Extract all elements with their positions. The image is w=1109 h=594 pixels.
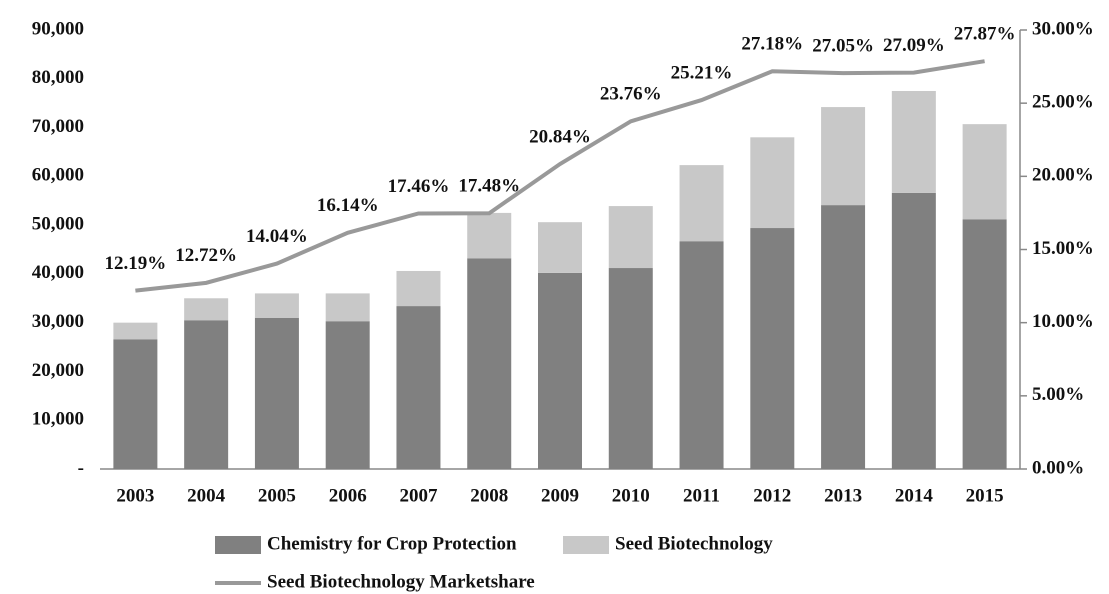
bar	[821, 205, 866, 469]
x-tick-label: 2009	[541, 485, 579, 506]
bar	[254, 317, 299, 469]
x-tick-label: 2014	[895, 485, 934, 506]
data-label: 14.04%	[246, 226, 308, 247]
data-label: 12.19%	[105, 253, 167, 274]
y-tick-label: 80,000	[32, 67, 84, 88]
x-tick-label: 2006	[329, 485, 367, 506]
y-tick-label: 10,000	[32, 409, 84, 430]
legend-label: Chemistry for Crop Protection	[267, 533, 517, 554]
y2-tick-label: 15.00%	[1032, 238, 1094, 259]
data-label: 27.05%	[812, 36, 874, 57]
x-tick-label: 2005	[258, 485, 296, 506]
legend-label: Seed Biotechnology	[615, 533, 773, 554]
data-label: 27.09%	[883, 35, 945, 56]
data-label: 20.84%	[529, 126, 591, 147]
y-tick-label: 50,000	[32, 213, 84, 234]
data-label: 25.21%	[671, 62, 733, 83]
data-label: 17.46%	[388, 176, 450, 197]
bar	[184, 298, 229, 321]
bar	[891, 192, 936, 469]
x-tick-label: 2003	[116, 485, 154, 506]
y-tick-label: 30,000	[32, 311, 84, 332]
x-tick-label: 2013	[824, 485, 862, 506]
data-label: 17.48%	[458, 176, 520, 197]
bar	[113, 322, 158, 340]
legend-label: Seed Biotechnology Marketshare	[267, 571, 535, 592]
y-tick-label: 40,000	[32, 262, 84, 283]
x-tick-label: 2008	[470, 485, 508, 506]
y-tick-label: 70,000	[32, 116, 84, 137]
bar	[396, 270, 441, 307]
x-tick-label: 2004	[187, 485, 226, 506]
y2-tick-label: 20.00%	[1032, 165, 1094, 186]
data-label: 23.76%	[600, 84, 662, 105]
bar	[467, 258, 512, 469]
bar	[750, 228, 795, 469]
bar	[538, 272, 582, 469]
line	[135, 59, 985, 293]
x-tick-label: 2012	[753, 485, 791, 506]
bar	[821, 107, 866, 206]
bar	[679, 165, 724, 242]
bar	[184, 320, 229, 469]
bar	[962, 219, 1007, 469]
x-tick-label: 2015	[966, 485, 1004, 506]
data-label: 27.18%	[741, 34, 803, 55]
y2-tick-label: 5.00%	[1032, 384, 1084, 405]
bar	[891, 90, 936, 193]
y-tick-label: 20,000	[32, 360, 84, 381]
bar	[396, 306, 441, 469]
y2-tick-label: 25.00%	[1032, 92, 1094, 113]
bar	[538, 222, 582, 273]
bar	[750, 137, 795, 229]
data-label: 12.72%	[175, 245, 237, 266]
y-tick-label: 60,000	[32, 165, 84, 186]
legend-swatch	[215, 536, 261, 554]
data-label: 27.87%	[954, 24, 1016, 45]
y2-tick-label: 30.00%	[1032, 18, 1094, 39]
bar	[113, 339, 158, 469]
bar	[467, 212, 512, 259]
bar	[325, 293, 370, 322]
bar	[962, 124, 1007, 220]
y-tick-label: 90,000	[32, 18, 84, 39]
bar	[254, 293, 299, 318]
x-tick-label: 2010	[612, 485, 650, 506]
bar	[608, 268, 653, 469]
legend-swatch	[563, 536, 609, 554]
bar	[679, 241, 724, 469]
y2-tick-label: 10.00%	[1032, 311, 1094, 332]
x-tick-label: 2007	[399, 485, 438, 506]
y2-tick-label: 0.00%	[1032, 457, 1084, 478]
y-tick-label: -	[78, 457, 84, 478]
x-tick-label: 2011	[683, 485, 720, 506]
bar	[325, 321, 370, 469]
data-label: 16.14%	[317, 195, 379, 216]
bar	[608, 206, 653, 269]
